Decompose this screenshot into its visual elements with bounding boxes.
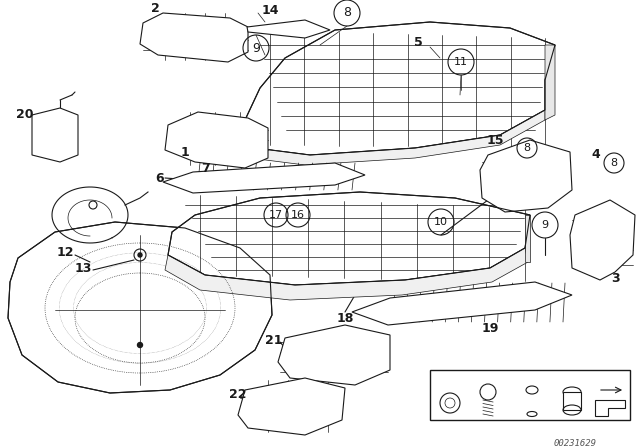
Text: 8: 8 (343, 7, 351, 20)
Text: 22: 22 (229, 388, 247, 401)
Polygon shape (238, 378, 345, 435)
Text: 14: 14 (261, 4, 279, 17)
Polygon shape (165, 248, 528, 300)
Text: 19: 19 (481, 322, 499, 335)
FancyArrowPatch shape (601, 387, 621, 393)
Text: 12: 12 (56, 246, 74, 258)
Text: 7: 7 (200, 161, 209, 175)
Circle shape (138, 253, 142, 257)
Polygon shape (545, 45, 555, 120)
Text: 17: 17 (269, 210, 283, 220)
Text: 6: 6 (156, 172, 164, 185)
Text: 21: 21 (265, 333, 283, 346)
Polygon shape (250, 110, 545, 165)
Text: 16: 16 (291, 210, 305, 220)
Text: 8: 8 (611, 158, 618, 168)
Text: 9: 9 (541, 220, 548, 230)
Bar (430, 370, 630, 420)
Polygon shape (525, 215, 530, 262)
Polygon shape (570, 200, 635, 280)
Text: 18: 18 (336, 311, 354, 324)
Text: 9: 9 (513, 375, 519, 385)
Text: 8: 8 (553, 375, 559, 385)
Text: 00231629: 00231629 (554, 439, 596, 448)
Text: 2: 2 (150, 1, 159, 14)
Polygon shape (165, 112, 268, 168)
Text: 5: 5 (413, 35, 422, 48)
Text: 13: 13 (74, 262, 92, 275)
Text: 3: 3 (611, 271, 620, 284)
Text: 10: 10 (434, 217, 448, 227)
Polygon shape (163, 163, 365, 193)
Polygon shape (140, 13, 248, 62)
Text: 10: 10 (472, 375, 484, 385)
Bar (563, 392, 581, 410)
Text: 9: 9 (252, 42, 260, 55)
Polygon shape (352, 282, 572, 325)
Polygon shape (32, 108, 78, 162)
Polygon shape (480, 140, 572, 212)
Text: 4: 4 (591, 148, 600, 161)
Polygon shape (245, 22, 555, 155)
Text: 15: 15 (486, 134, 504, 146)
Text: 8: 8 (524, 143, 531, 153)
Text: 20: 20 (16, 108, 34, 121)
Text: 11: 11 (454, 57, 468, 67)
Circle shape (138, 343, 143, 348)
Polygon shape (278, 325, 390, 385)
Text: 11: 11 (434, 375, 446, 385)
Polygon shape (168, 192, 530, 285)
Polygon shape (247, 20, 330, 38)
Text: 1: 1 (180, 146, 189, 159)
Polygon shape (8, 222, 272, 393)
